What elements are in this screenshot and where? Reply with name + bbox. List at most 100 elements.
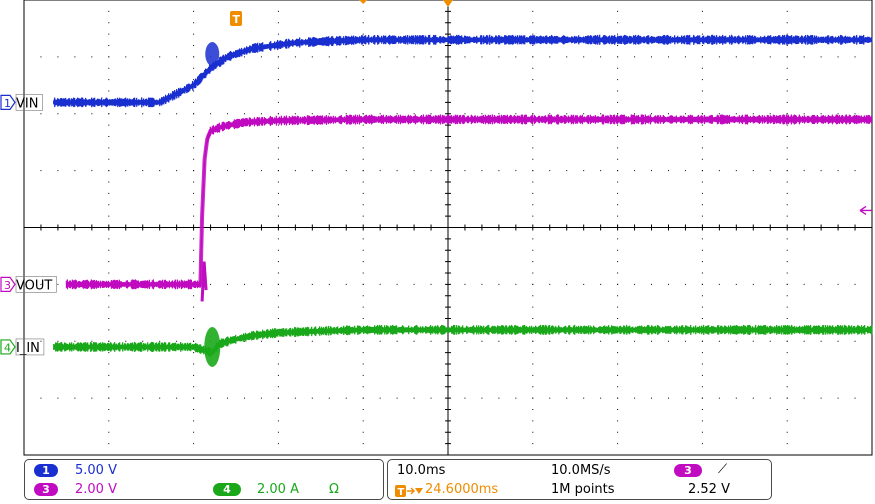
graticule-dot	[277, 124, 279, 126]
graticule-dot	[362, 409, 364, 410]
graticule-dot	[108, 272, 110, 274]
graticule-dot	[23, 283, 25, 285]
graticule-dot	[786, 340, 788, 342]
graticule-dot	[193, 397, 195, 399]
ch4-badge[interactable]: 4	[213, 483, 241, 496]
graticule-dot	[617, 90, 619, 92]
graticule-dot	[701, 443, 703, 445]
graticule-dot	[752, 113, 754, 115]
graticule-dot	[634, 170, 636, 172]
graticule-dot	[108, 420, 110, 422]
graticule-dot	[701, 431, 703, 433]
graticule-dot	[617, 101, 619, 103]
graticule-dot	[108, 295, 110, 297]
graticule-dot	[837, 397, 839, 399]
graticule-dot	[786, 431, 788, 433]
graticule-dot	[786, 170, 788, 172]
record-length-value: 1M points	[551, 482, 615, 497]
ch3-marker-number: 3	[4, 279, 11, 292]
ch3-marker-shape	[0, 276, 16, 292]
expansion-point-marker	[443, 0, 453, 7]
graticule-dot	[277, 272, 279, 274]
graticule-dot	[277, 158, 279, 160]
graticule-dot	[277, 249, 279, 251]
graticule-dot	[803, 113, 805, 115]
graticule-dot	[57, 283, 59, 285]
trigger-position-marker	[230, 11, 242, 26]
graticule-dot	[108, 443, 110, 445]
graticule-dot	[532, 67, 534, 69]
graticule-dot	[786, 90, 788, 92]
graticule-dot	[786, 238, 788, 240]
graticule-dot	[277, 136, 279, 137]
graticule-dot	[277, 56, 279, 58]
graticule-dot	[362, 10, 364, 12]
graticule-dot	[74, 397, 76, 399]
graticule-dot	[532, 374, 534, 376]
graticule-dot	[345, 283, 347, 285]
ch1-level-marker: 1	[0, 94, 16, 110]
graticule-dot	[854, 170, 856, 172]
graticule-dot	[769, 397, 771, 399]
graticule-dot	[362, 318, 364, 319]
graticule-dot	[617, 386, 619, 388]
graticule-dot	[617, 454, 619, 456]
graticule-dot	[701, 386, 703, 388]
graticule-dot	[277, 318, 279, 319]
graticule-dot	[532, 420, 534, 422]
graticule-dot	[701, 352, 703, 354]
graticule-dot	[786, 215, 788, 217]
graticule-dot	[176, 397, 178, 399]
graticule-dot	[277, 22, 279, 24]
graticule-dot	[583, 340, 585, 342]
graticule-dot	[362, 79, 364, 81]
graticule-dot	[600, 113, 602, 115]
graticule-dot	[193, 386, 195, 388]
graticule-dot	[549, 340, 551, 342]
graticule-dot	[786, 306, 788, 308]
graticule-dot	[532, 22, 534, 24]
graticule-dot	[837, 283, 839, 285]
graticule-dot	[532, 363, 534, 365]
graticule-dot	[786, 101, 788, 103]
graticule-dot	[786, 386, 788, 388]
ch3-badge[interactable]: 3	[34, 483, 58, 496]
graticule-dot	[684, 340, 686, 342]
graticule-dot	[328, 397, 330, 399]
graticule-dot	[277, 261, 279, 263]
graticule-dot	[532, 238, 534, 240]
ch3-scale: 2.00 V	[75, 482, 117, 497]
graticule-dot	[108, 67, 110, 69]
trigger-source-badge[interactable]: 3	[674, 464, 702, 477]
graticule-dot	[786, 113, 788, 115]
graticule-dot	[413, 56, 415, 58]
graticule-dot	[108, 113, 110, 115]
graticule-dot	[549, 283, 551, 285]
vout-turn-on-spike	[200, 261, 208, 302]
graticule-dot	[617, 272, 619, 274]
graticule-dot	[786, 283, 788, 285]
graticule-dot	[91, 397, 93, 399]
graticule-dot	[142, 56, 144, 58]
graticule-dot	[413, 340, 415, 342]
ch4-level-marker: 4	[0, 339, 16, 355]
graticule-dot	[532, 170, 534, 172]
ch4-impedance-symbol: Ω	[329, 482, 339, 497]
graticule-dot	[803, 283, 805, 285]
graticule-dot	[108, 306, 110, 308]
graticule-dot	[430, 170, 432, 172]
graticule-dot	[328, 283, 330, 285]
graticule-dot	[684, 113, 686, 115]
graticule-dot	[532, 431, 534, 433]
graticule-dot	[260, 56, 262, 58]
graticule-dot	[634, 340, 636, 342]
graticule-dot	[634, 113, 636, 115]
graticule-dot	[854, 340, 856, 342]
graticule-dot	[193, 363, 195, 365]
graticule-dot	[328, 170, 330, 172]
graticule-dot	[549, 170, 551, 172]
graticule-dot	[532, 79, 534, 81]
graticule-dot	[701, 261, 703, 263]
graticule-dot	[634, 283, 636, 285]
ch1-badge[interactable]: 1	[34, 464, 58, 477]
